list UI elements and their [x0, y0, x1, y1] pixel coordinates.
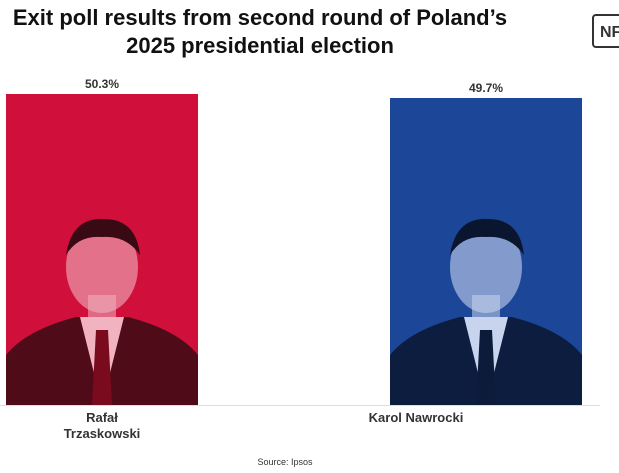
x-tick-label: Rafał Trzaskowski	[63, 410, 141, 441]
value-label: 49.7%	[468, 80, 504, 95]
chart-title: Exit poll results from second round of P…	[12, 5, 508, 58]
logo: NF	[592, 14, 619, 48]
baseline	[0, 405, 600, 406]
value-label: 50.3%	[84, 77, 120, 91]
source-note: Source: Ipsos	[257, 457, 313, 467]
x-tick-label: Karol Nawrocki	[368, 410, 464, 425]
portrait	[6, 218, 198, 405]
bar	[6, 94, 198, 405]
portrait	[390, 218, 582, 405]
bar	[390, 97, 582, 405]
